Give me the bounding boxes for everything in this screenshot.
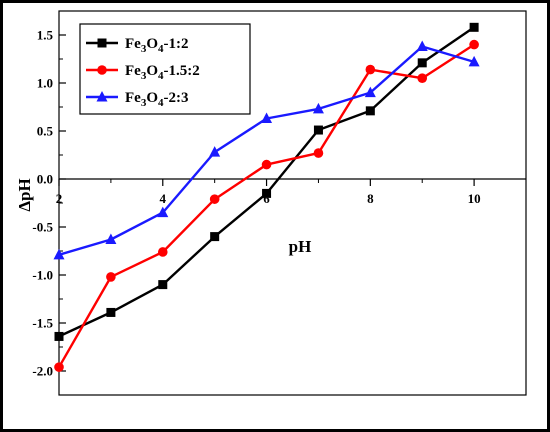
legend-entry: Fe3O4-1:2 xyxy=(86,36,189,55)
data-point xyxy=(157,247,168,257)
data-point xyxy=(54,331,64,341)
legend-entry: Fe3O4-1.5:2 xyxy=(86,63,200,82)
data-point xyxy=(417,73,428,83)
data-point xyxy=(209,194,220,204)
data-point xyxy=(313,148,324,158)
series-3 xyxy=(53,40,480,260)
y-tick-label: -2.0 xyxy=(32,364,53,379)
x-tick-label: 10 xyxy=(468,191,481,206)
data-point xyxy=(365,106,375,116)
y-axis-label: ΔpH xyxy=(15,178,34,211)
y-tick-label: 0.0 xyxy=(37,172,53,187)
y-tick-label: -1.0 xyxy=(32,268,53,283)
legend-label: Fe3O4-1.5:2 xyxy=(125,63,200,82)
x-tick-label: 4 xyxy=(160,191,167,206)
data-point xyxy=(312,102,324,114)
y-tick-label: 1.5 xyxy=(37,28,54,43)
y-tick-label: 0.5 xyxy=(37,124,54,139)
legend-label: Fe3O4-1:2 xyxy=(125,36,189,55)
data-point xyxy=(97,65,107,75)
data-point xyxy=(106,307,116,317)
data-point xyxy=(106,272,116,282)
data-point xyxy=(417,58,427,68)
series-1 xyxy=(54,22,479,341)
data-point xyxy=(469,22,479,32)
data-point xyxy=(365,64,376,75)
y-tick-label: -0.5 xyxy=(32,220,53,235)
x-tick-label: 6 xyxy=(263,191,270,206)
data-point xyxy=(210,232,220,242)
axes: 2 4 6 8 10 -2.0 -1.5 -1.0 -0.5 0.0 0.5 1.0 1.5 xyxy=(32,28,527,379)
data-point xyxy=(261,159,272,170)
data-point xyxy=(469,39,479,50)
data-point xyxy=(416,40,428,52)
y-tick-label: -1.5 xyxy=(32,316,53,331)
data-point xyxy=(105,233,117,244)
x-tick-label: 2 xyxy=(56,191,63,206)
data-point xyxy=(54,362,64,372)
series-2 xyxy=(54,39,479,372)
data-point xyxy=(209,146,221,157)
data-point xyxy=(364,86,376,98)
y-tick-label: 1.0 xyxy=(37,76,53,91)
legend-label: Fe3O4-2:3 xyxy=(125,90,189,109)
data-point xyxy=(262,188,272,198)
data-point xyxy=(158,280,168,290)
series-layer xyxy=(53,22,480,372)
data-point xyxy=(96,91,108,102)
data-point xyxy=(313,125,323,135)
legend: Fe3O4-1:2 Fe3O4-1.5:2 Fe3O4-2:3 xyxy=(79,23,251,115)
data-point xyxy=(468,55,480,67)
data-point xyxy=(261,112,273,124)
data-point xyxy=(53,248,65,260)
legend-entry: Fe3O4-2:3 xyxy=(86,90,189,109)
data-point xyxy=(97,38,107,48)
data-point xyxy=(157,206,169,218)
x-tick-label: 8 xyxy=(367,191,374,206)
x-axis-label: pH xyxy=(289,237,312,256)
